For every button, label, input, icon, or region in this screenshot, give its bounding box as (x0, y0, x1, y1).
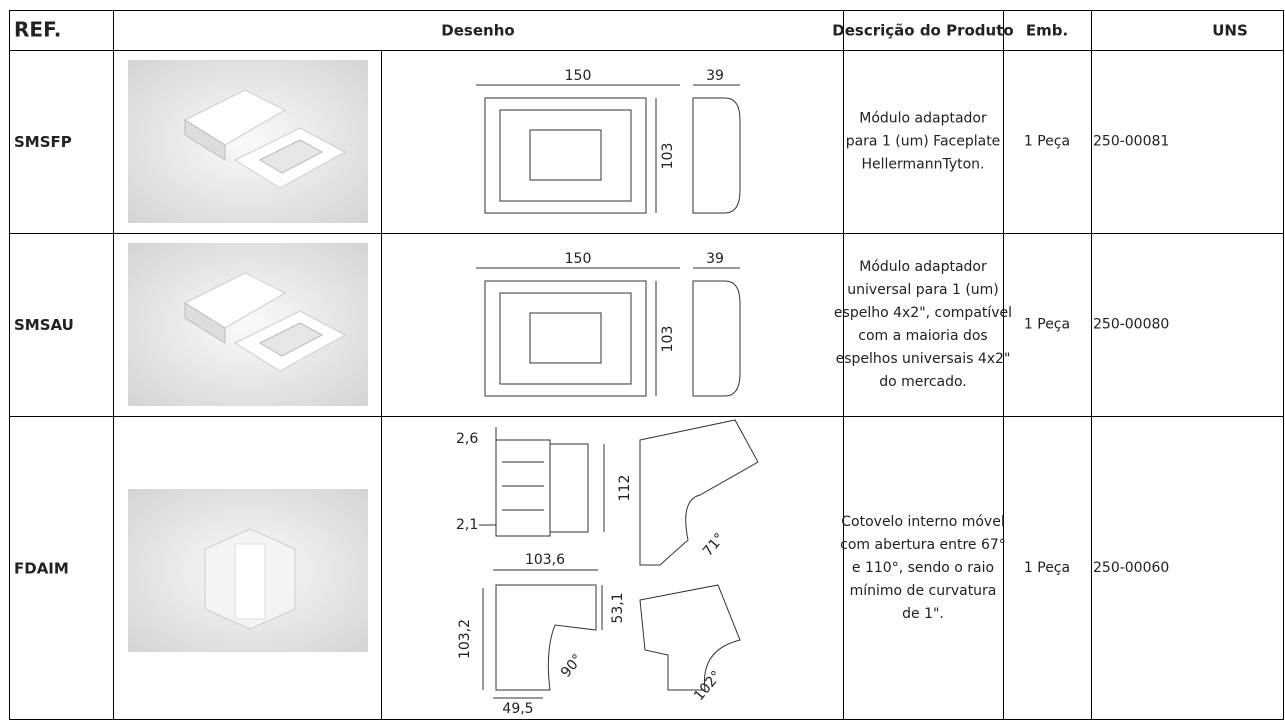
elbow-drawing (479, 419, 759, 699)
uns-code: 250-00060 (1093, 560, 1169, 576)
description-line: com abertura entre 67° (840, 537, 1006, 553)
description-line: e 110°, sendo o raio (852, 560, 994, 576)
dimension-label: 103,6 (525, 552, 565, 568)
drawing-side (692, 97, 741, 214)
uns-code: 250-00080 (1093, 317, 1169, 333)
photo-part (184, 302, 226, 344)
dimension-label: 112 (617, 475, 633, 502)
description-line: mínimo de curvatura (850, 583, 997, 599)
packaging: 1 Peça (1024, 134, 1070, 150)
drawing-opening (529, 312, 602, 364)
dimension-label: 103 (660, 143, 676, 170)
drawing-outline (484, 97, 647, 214)
description-line: HellermannTyton. (861, 157, 984, 173)
product-ref: SMSFP (14, 133, 72, 151)
product-photo (128, 243, 368, 406)
dimension-label: 39 (706, 251, 724, 267)
dimension-label: 39 (706, 68, 724, 84)
uns-code: 250-00081 (1093, 134, 1169, 150)
dimension-label: 53,1 (610, 592, 626, 623)
drawing-opening (529, 129, 602, 181)
header-emb: Emb. (1026, 22, 1068, 40)
header-description: Descrição do Produto (832, 22, 1013, 40)
description-line: universal para 1 (um) (847, 282, 999, 298)
product-ref: SMSAU (14, 316, 74, 334)
dimension-label: 102° (691, 668, 725, 704)
dimension-label: 49,5 (502, 701, 533, 717)
drawing-side (692, 280, 741, 397)
product-photo (128, 60, 368, 223)
dimension-label: 2,1 (456, 517, 478, 533)
description-line: Módulo adaptador (859, 111, 987, 127)
dimension-label: 150 (565, 68, 592, 84)
description-line: com a maioria dos (858, 328, 987, 344)
description-line: de 1". (902, 606, 944, 622)
packaging: 1 Peça (1024, 317, 1070, 333)
photo-part (234, 543, 266, 620)
drawing-inner (499, 292, 632, 385)
description-line: espelho 4x2", compatível (834, 305, 1012, 321)
packaging: 1 Peça (1024, 560, 1070, 576)
description-line: do mercado. (879, 374, 967, 390)
dimension-label: 103,2 (457, 619, 473, 659)
header-ref: REF. (14, 18, 61, 42)
dimension-label: 150 (565, 251, 592, 267)
description-line: espelhos universais 4x2" (836, 351, 1011, 367)
description-line: para 1 (um) Faceplate (846, 134, 1001, 150)
photo-part (184, 119, 226, 161)
dimension-label: 103 (660, 326, 676, 353)
photo-part (258, 139, 324, 174)
description-line: Cotovelo interno móvel (841, 514, 1004, 530)
header-uns: UNS (1212, 22, 1248, 40)
description-line: Módulo adaptador (859, 259, 987, 275)
drawing-inner (499, 109, 632, 202)
dimension-label: 90° (558, 651, 586, 680)
dimension-label: 71° (700, 530, 728, 559)
product-ref: FDAIM (14, 560, 69, 578)
header-drawing: Desenho (441, 22, 514, 40)
photo-part (258, 322, 324, 357)
drawing-outline (484, 280, 647, 397)
dimension-label: 2,6 (456, 431, 478, 447)
